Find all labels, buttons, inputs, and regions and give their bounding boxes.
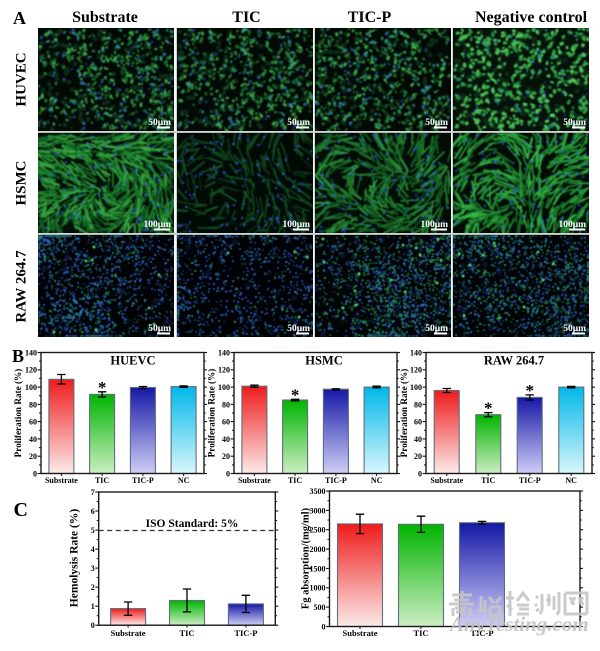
svg-text:80: 80 xyxy=(29,400,37,409)
svg-text:50μm: 50μm xyxy=(563,118,586,128)
svg-text:2000: 2000 xyxy=(310,545,326,554)
svg-text:140: 140 xyxy=(218,348,230,357)
svg-text:TIC: TIC xyxy=(232,9,260,26)
svg-text:TIC-P: TIC-P xyxy=(519,476,541,485)
svg-text:140: 140 xyxy=(25,348,37,357)
svg-text:50μm: 50μm xyxy=(148,118,171,128)
svg-text:TIC-P: TIC-P xyxy=(132,476,154,485)
svg-text:Substrate: Substrate xyxy=(430,476,463,485)
svg-text:0: 0 xyxy=(91,621,95,630)
svg-text:ISO Standard: 5%: ISO Standard: 5% xyxy=(146,518,239,530)
svg-text:100: 100 xyxy=(25,383,37,392)
svg-text:80: 80 xyxy=(414,400,422,409)
svg-text:40: 40 xyxy=(414,435,422,444)
svg-text:120: 120 xyxy=(218,366,230,375)
svg-text:0: 0 xyxy=(226,469,230,478)
svg-text:TIC: TIC xyxy=(179,628,194,638)
svg-text:TIC-P: TIC-P xyxy=(325,476,347,485)
svg-text:40: 40 xyxy=(222,435,230,444)
svg-text:0: 0 xyxy=(33,469,37,478)
svg-text:Proliferation Rate (%): Proliferation Rate (%) xyxy=(207,369,217,458)
svg-text:500: 500 xyxy=(314,603,326,612)
svg-text:0: 0 xyxy=(418,469,422,478)
svg-text:50μm: 50μm xyxy=(287,118,310,128)
svg-text:7: 7 xyxy=(91,488,95,497)
svg-text:B: B xyxy=(12,346,24,366)
svg-text:TIC-P: TIC-P xyxy=(234,628,257,638)
svg-text:HSMC: HSMC xyxy=(14,161,30,206)
svg-text:4: 4 xyxy=(91,545,95,554)
svg-text:Negative control: Negative control xyxy=(475,9,588,26)
svg-text:TIC: TIC xyxy=(481,476,495,485)
svg-text:100: 100 xyxy=(218,383,230,392)
svg-text:50μm: 50μm xyxy=(425,118,448,128)
svg-text:50μm: 50μm xyxy=(563,324,586,334)
svg-text:3500: 3500 xyxy=(310,487,326,496)
svg-text:120: 120 xyxy=(410,366,422,375)
svg-text:3: 3 xyxy=(91,564,95,573)
svg-text:60: 60 xyxy=(222,418,230,427)
svg-text:Proliferation Rate (%): Proliferation Rate (%) xyxy=(13,369,23,458)
svg-text:20: 20 xyxy=(414,452,422,461)
svg-text:NC: NC xyxy=(178,476,190,485)
svg-text:40: 40 xyxy=(29,435,37,444)
svg-text:1500: 1500 xyxy=(310,564,326,573)
svg-text:HUEVC: HUEVC xyxy=(110,354,155,368)
svg-text:RAW 264.7: RAW 264.7 xyxy=(14,250,30,323)
svg-text:TIC: TIC xyxy=(288,476,302,485)
svg-text:*: * xyxy=(484,399,493,418)
svg-text:60: 60 xyxy=(29,418,37,427)
svg-text:Substrate: Substrate xyxy=(111,628,146,638)
svg-text:2: 2 xyxy=(91,583,95,592)
svg-text:100μm: 100μm xyxy=(558,220,586,230)
svg-text:NC: NC xyxy=(371,476,383,485)
svg-text:80: 80 xyxy=(222,400,230,409)
svg-text:100μm: 100μm xyxy=(420,220,448,230)
svg-text:C: C xyxy=(14,499,28,521)
svg-text:TIC: TIC xyxy=(413,628,428,638)
svg-text:100μm: 100μm xyxy=(143,220,171,230)
svg-text:2500: 2500 xyxy=(310,526,326,535)
svg-text:*: * xyxy=(291,385,300,404)
svg-text:Fg absorption/(mg/ml): Fg absorption/(mg/ml) xyxy=(301,507,312,609)
svg-text:3000: 3000 xyxy=(310,506,326,515)
svg-text:NC: NC xyxy=(565,476,577,485)
svg-text:Substrate: Substrate xyxy=(343,628,378,638)
svg-text:100: 100 xyxy=(410,383,422,392)
svg-text:Proliferation Rate (%): Proliferation Rate (%) xyxy=(399,369,409,458)
svg-text:*: * xyxy=(526,381,535,400)
svg-text:50μm: 50μm xyxy=(287,324,310,334)
svg-text:Hemolysis Rate (%): Hemolysis Rate (%) xyxy=(69,509,81,608)
svg-text:TIC: TIC xyxy=(95,476,109,485)
svg-text:A: A xyxy=(13,8,26,28)
svg-text:100μm: 100μm xyxy=(282,220,310,230)
svg-text:HSMC: HSMC xyxy=(305,354,343,368)
svg-text:60: 60 xyxy=(414,418,422,427)
svg-text:TIC-P: TIC-P xyxy=(470,628,493,638)
svg-text:50μm: 50μm xyxy=(425,324,448,334)
svg-text:120: 120 xyxy=(25,366,37,375)
svg-text:50μm: 50μm xyxy=(148,324,171,334)
svg-text:20: 20 xyxy=(222,452,230,461)
svg-text:*: * xyxy=(98,378,107,397)
svg-text:140: 140 xyxy=(410,348,422,357)
svg-text:Substrate: Substrate xyxy=(238,476,271,485)
svg-text:RAW 264.7: RAW 264.7 xyxy=(484,354,544,368)
svg-text:5: 5 xyxy=(91,526,95,535)
svg-text:1: 1 xyxy=(91,602,95,611)
svg-text:1000: 1000 xyxy=(310,584,326,593)
svg-text:20: 20 xyxy=(29,452,37,461)
svg-text:TIC-P: TIC-P xyxy=(348,9,392,26)
svg-text:HUVEC: HUVEC xyxy=(14,52,30,106)
svg-text:Substrate: Substrate xyxy=(72,9,138,26)
svg-text:0: 0 xyxy=(322,622,326,631)
svg-text:AnyTesting.com: AnyTesting.com xyxy=(448,612,589,636)
svg-text:6: 6 xyxy=(91,507,95,516)
svg-text:Substrate: Substrate xyxy=(45,476,78,485)
